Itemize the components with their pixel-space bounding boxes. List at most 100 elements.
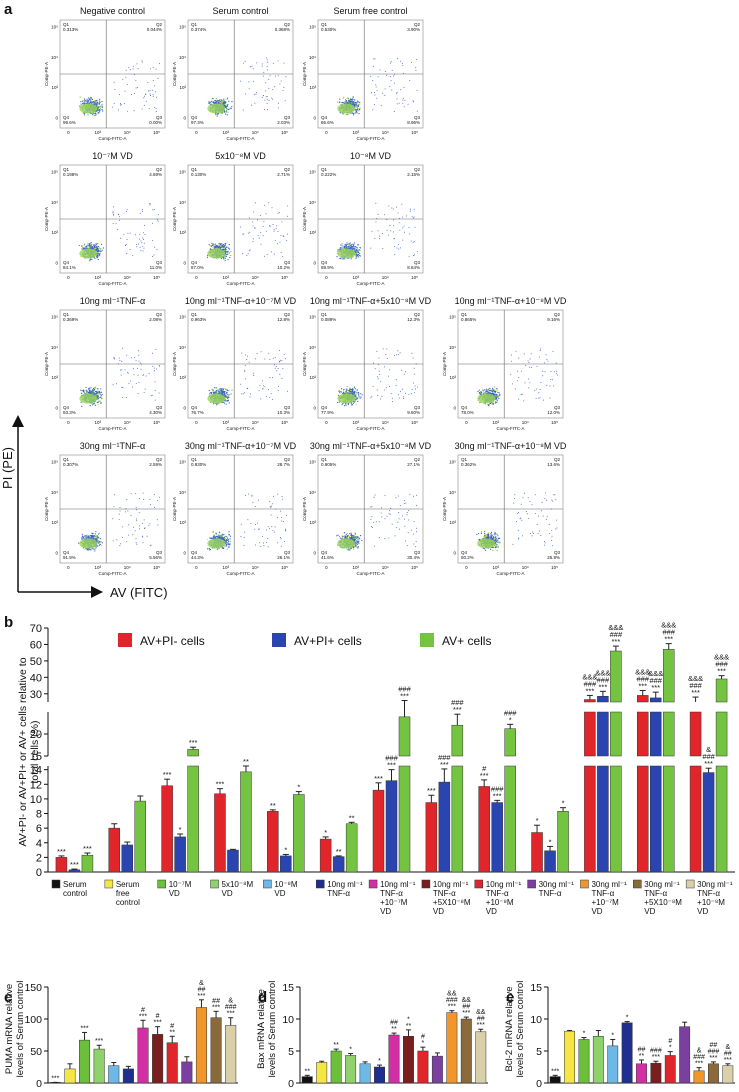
event-dot xyxy=(343,245,345,247)
event-dot xyxy=(154,389,156,391)
event-dot xyxy=(358,394,360,396)
event-dot xyxy=(226,114,228,116)
event-dot xyxy=(510,360,512,362)
event-dot xyxy=(252,241,254,243)
x-tick-label: 0 xyxy=(325,420,328,425)
event-dot xyxy=(156,219,158,221)
event-dot xyxy=(155,110,157,112)
event-dot xyxy=(478,391,481,394)
event-dot xyxy=(520,393,522,395)
event-dot xyxy=(416,386,418,388)
event-dot xyxy=(99,254,101,256)
y-tick-label: 0 xyxy=(313,260,316,265)
y-axis-label: Comp-PE-A xyxy=(442,352,447,376)
event-dot xyxy=(93,547,95,550)
event-dot xyxy=(136,86,138,88)
event-dot xyxy=(94,257,96,260)
event-dot xyxy=(415,388,417,390)
event-dot xyxy=(347,403,350,405)
event-dot xyxy=(552,379,554,381)
event-dot xyxy=(416,89,418,91)
event-dot xyxy=(372,65,374,67)
event-dot xyxy=(210,392,213,395)
event-dot xyxy=(550,378,552,380)
x-tick-label: 10⁴ xyxy=(252,275,259,280)
flow-title: 10ng ml⁻¹TNF-α+10⁻⁸M VD xyxy=(455,296,567,306)
event-dot xyxy=(250,66,252,68)
event-dot xyxy=(126,239,128,241)
event-dot xyxy=(144,233,146,235)
event-dot xyxy=(86,390,88,392)
event-dot xyxy=(93,389,95,391)
event-dot xyxy=(343,100,345,103)
event-dot xyxy=(286,215,288,217)
event-dot xyxy=(78,244,80,247)
event-dot xyxy=(226,108,228,110)
event-dot xyxy=(94,550,96,552)
event-dot xyxy=(219,388,221,390)
event-dot xyxy=(83,535,86,537)
event-dot xyxy=(494,402,496,404)
event-dot xyxy=(91,258,93,260)
event-dot xyxy=(223,258,225,260)
event-dot xyxy=(269,358,271,360)
event-dot xyxy=(227,399,229,401)
y-tick-label: 0 xyxy=(55,115,58,120)
event-dot xyxy=(355,109,358,111)
event-dot xyxy=(395,379,397,381)
x-axis-label: Comp-FITC-A xyxy=(357,281,385,286)
event-dot xyxy=(86,98,88,100)
event-dot xyxy=(339,248,341,250)
event-dot xyxy=(398,397,400,399)
event-dot xyxy=(358,110,360,112)
event-dot xyxy=(149,204,151,206)
event-dot xyxy=(90,549,92,551)
event-dot xyxy=(83,100,85,102)
event-dot xyxy=(210,246,212,248)
event-dot xyxy=(388,386,390,388)
event-dot xyxy=(403,106,405,108)
event-dot xyxy=(87,537,89,539)
event-dot xyxy=(351,391,353,393)
event-dot xyxy=(374,237,376,239)
quadrant-percent: 11.0% xyxy=(150,265,162,270)
event-dot xyxy=(523,353,525,355)
event-dot xyxy=(404,371,406,373)
event-dot xyxy=(85,391,88,393)
event-dot xyxy=(414,254,416,256)
event-dot xyxy=(153,254,155,256)
event-dot xyxy=(274,240,276,242)
event-dot xyxy=(242,253,244,255)
density-core xyxy=(207,103,226,114)
event-dot xyxy=(226,393,228,396)
event-dot xyxy=(357,101,359,103)
quadrant-percent: 4.30% xyxy=(149,410,162,415)
event-dot xyxy=(218,391,220,393)
quadrant-name: Q3 xyxy=(156,115,163,120)
event-dot xyxy=(397,58,399,60)
quadrant-name: Q1 xyxy=(191,22,198,27)
event-dot xyxy=(276,370,278,372)
event-dot xyxy=(94,103,96,106)
event-dot xyxy=(389,369,391,371)
event-dot xyxy=(85,537,88,539)
event-dot xyxy=(396,92,398,94)
event-dot xyxy=(345,102,347,104)
event-dot xyxy=(159,365,161,367)
event-dot xyxy=(358,104,360,106)
event-dot xyxy=(231,101,233,103)
event-dot xyxy=(348,101,350,104)
event-dot xyxy=(145,100,147,102)
event-dot xyxy=(90,387,92,389)
event-dot xyxy=(92,532,94,535)
event-dot xyxy=(242,233,244,235)
event-dot xyxy=(81,537,83,539)
event-dot xyxy=(120,369,122,371)
event-dot xyxy=(224,257,227,259)
event-dot xyxy=(263,204,265,206)
quadrant-percent: 2.15% xyxy=(407,172,420,177)
event-dot xyxy=(222,99,225,101)
event-dot xyxy=(142,374,144,376)
event-dot xyxy=(138,238,140,240)
event-dot xyxy=(212,101,215,104)
